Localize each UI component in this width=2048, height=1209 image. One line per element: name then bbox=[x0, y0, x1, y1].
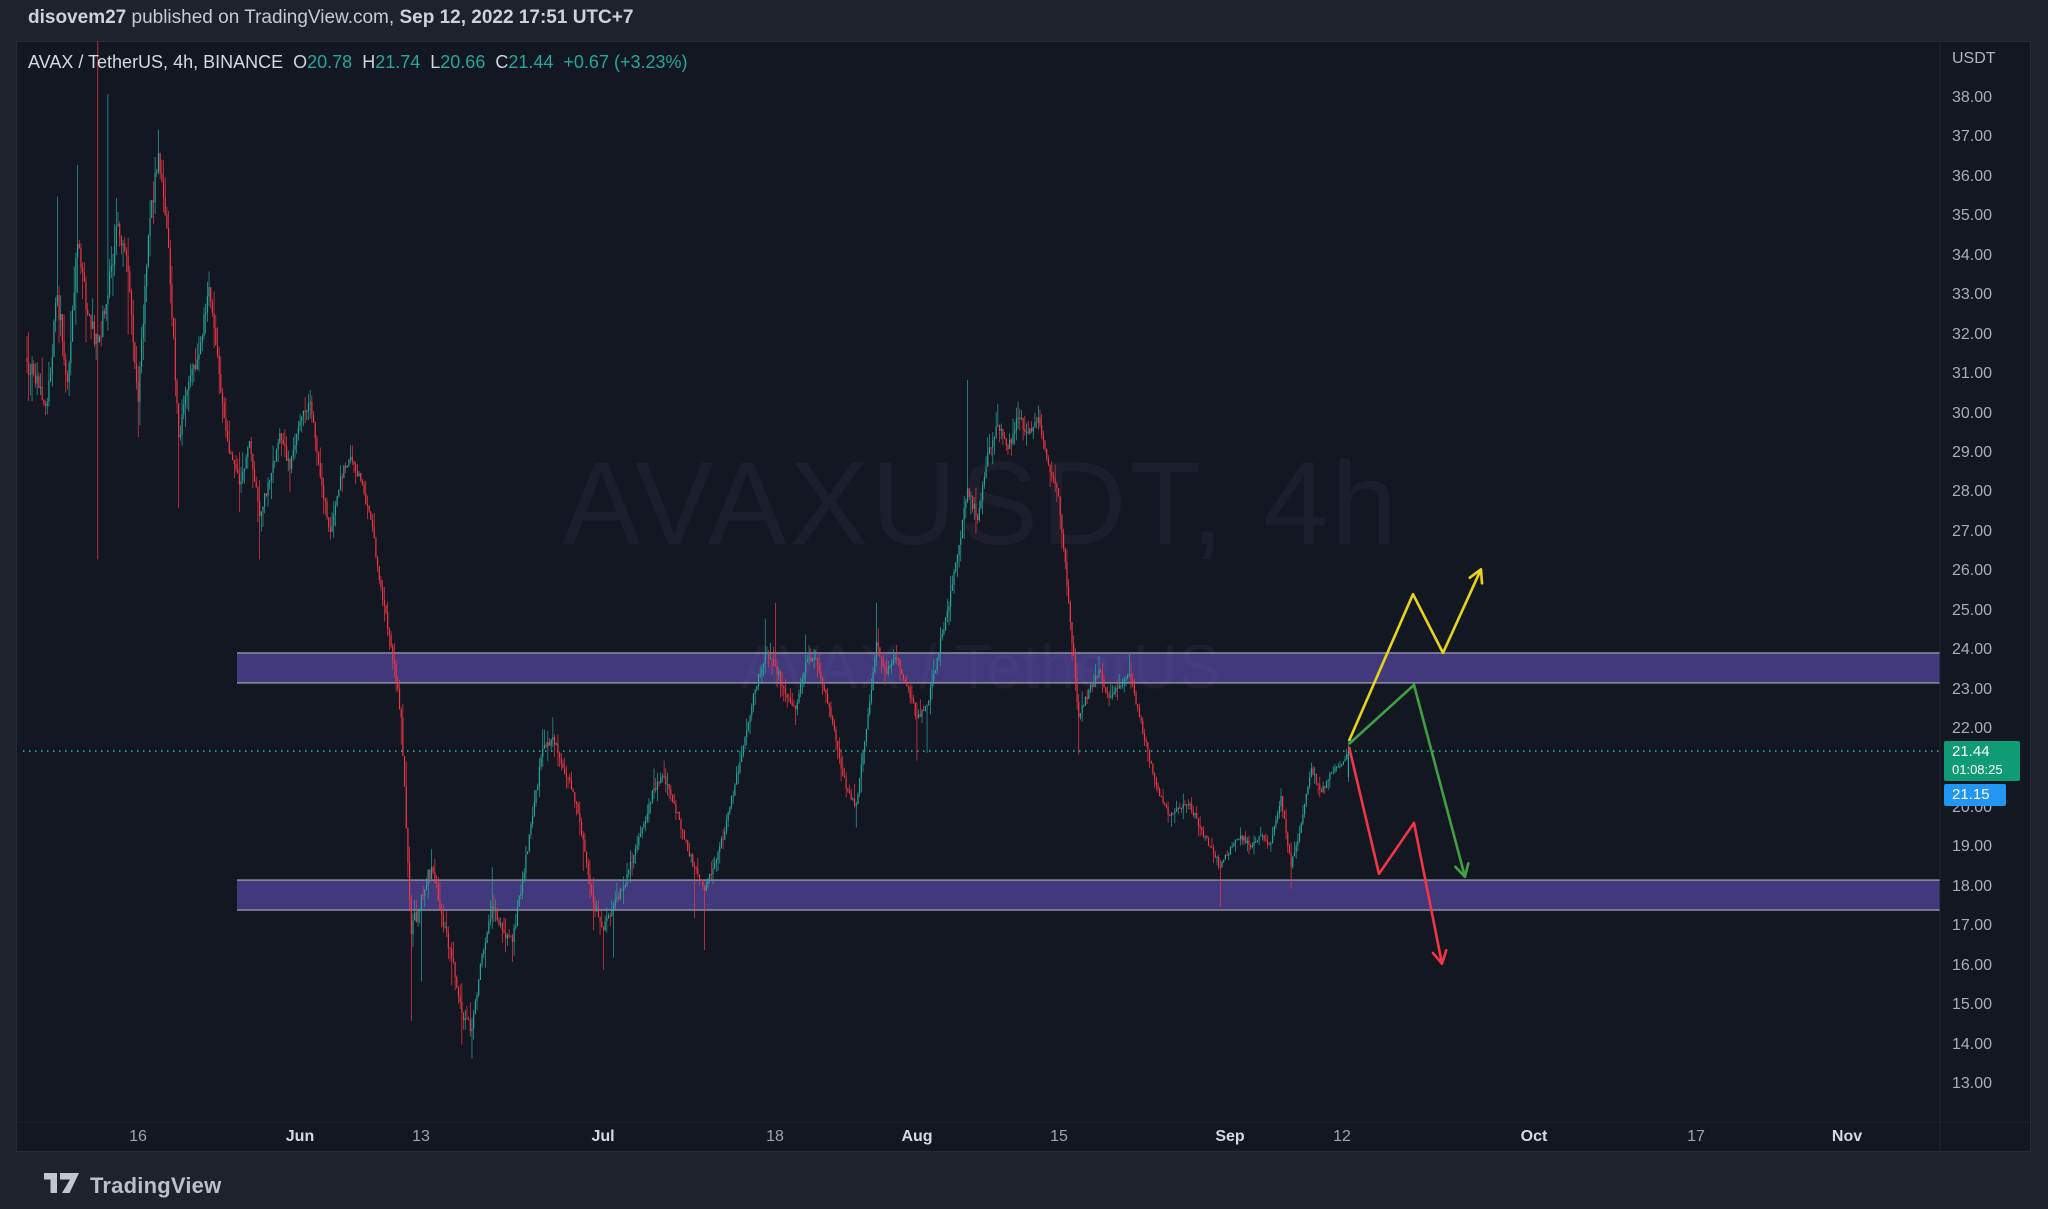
attribution-bar: disovem27 published on TradingView.com, … bbox=[28, 7, 633, 29]
time-axis-label: Jul bbox=[591, 1128, 615, 1145]
time-axis-label: Sep bbox=[1215, 1128, 1245, 1145]
price-axis-label: 14.00 bbox=[1952, 1036, 1993, 1053]
price-axis-label: 24.00 bbox=[1952, 641, 1993, 658]
footer-brand-text: TradingView bbox=[90, 1172, 222, 1198]
price-axis-label: 16.00 bbox=[1952, 957, 1993, 974]
price-axis-label: 33.00 bbox=[1952, 286, 1993, 303]
footer-brand-link[interactable]: TradingView bbox=[44, 1170, 221, 1201]
price-axis-label: 31.00 bbox=[1952, 365, 1993, 382]
price-axis-label: 32.00 bbox=[1952, 326, 1993, 343]
legend-low-label: L bbox=[430, 52, 441, 72]
time-axis-label: 13 bbox=[412, 1128, 430, 1145]
last-price-value: 21.44 bbox=[1952, 743, 1990, 760]
price-axis-label: 13.00 bbox=[1952, 1075, 1993, 1092]
legend-close-value: 21.44 bbox=[508, 52, 554, 72]
price-axis-label: 15.00 bbox=[1952, 996, 1993, 1013]
bar-countdown: 01:08:25 bbox=[1952, 762, 2003, 777]
price-axis-label: 34.00 bbox=[1952, 247, 1993, 264]
legend-low-value: 20.66 bbox=[440, 52, 486, 72]
time-axis-label: Oct bbox=[1520, 1128, 1548, 1145]
time-axis-label: 18 bbox=[766, 1128, 784, 1145]
legend-close-label: C bbox=[495, 52, 509, 72]
symbol-legend: AVAX / TetherUS, 4h, BINANCE O20.78 H21.… bbox=[28, 52, 688, 73]
tradingview-logo-icon bbox=[44, 1170, 80, 1201]
legend-symbol-title: AVAX / TetherUS, 4h, BINANCE bbox=[28, 52, 284, 72]
legend-change: +0.67 (+3.23%) bbox=[563, 52, 688, 72]
secondary-price-badge: 21.15 bbox=[1944, 784, 2006, 806]
time-axis-label: 12 bbox=[1333, 1128, 1351, 1145]
attribution-date: Sep 12, 2022 17:51 UTC+7 bbox=[399, 7, 634, 28]
time-axis-label: Jun bbox=[285, 1128, 315, 1145]
price-axis-label: 37.00 bbox=[1952, 128, 1993, 145]
price-axis-label: 23.00 bbox=[1952, 681, 1993, 698]
chart-container bbox=[16, 41, 2031, 1152]
last-price-badge: 21.44 01:08:25 bbox=[1944, 741, 2020, 781]
time-axis-label: 17 bbox=[1687, 1128, 1705, 1145]
time-axis-label: 16 bbox=[129, 1128, 147, 1145]
price-axis-label: 18.00 bbox=[1952, 878, 1993, 895]
price-axis-label: 19.00 bbox=[1952, 838, 1993, 855]
attribution-username: disovem27 bbox=[28, 7, 127, 28]
price-axis-label: 26.00 bbox=[1952, 562, 1993, 579]
price-axis-currency: USDT bbox=[1952, 50, 1996, 67]
price-axis-label: 17.00 bbox=[1952, 917, 1993, 934]
time-axis-label: Aug bbox=[901, 1128, 933, 1145]
price-axis-label: 30.00 bbox=[1952, 405, 1993, 422]
price-axis-label: 38.00 bbox=[1952, 89, 1993, 106]
time-axis-label: Nov bbox=[1831, 1128, 1863, 1145]
price-axis-label: 22.00 bbox=[1952, 720, 1993, 737]
price-axis-label: 36.00 bbox=[1952, 168, 1993, 185]
price-axis-label: 28.00 bbox=[1952, 483, 1993, 500]
legend-open-value: 20.78 bbox=[307, 52, 353, 72]
time-axis-label: 15 bbox=[1050, 1128, 1068, 1145]
legend-high-value: 21.74 bbox=[375, 52, 421, 72]
price-axis-label: 35.00 bbox=[1952, 207, 1993, 224]
legend-open-label: O bbox=[293, 52, 308, 72]
legend-high-label: H bbox=[362, 52, 376, 72]
price-axis-label: 27.00 bbox=[1952, 523, 1993, 540]
price-axis-label: 29.00 bbox=[1952, 444, 1993, 461]
attribution-text: published on TradingView.com, bbox=[126, 7, 400, 28]
price-axis-label: 25.00 bbox=[1952, 602, 1993, 619]
